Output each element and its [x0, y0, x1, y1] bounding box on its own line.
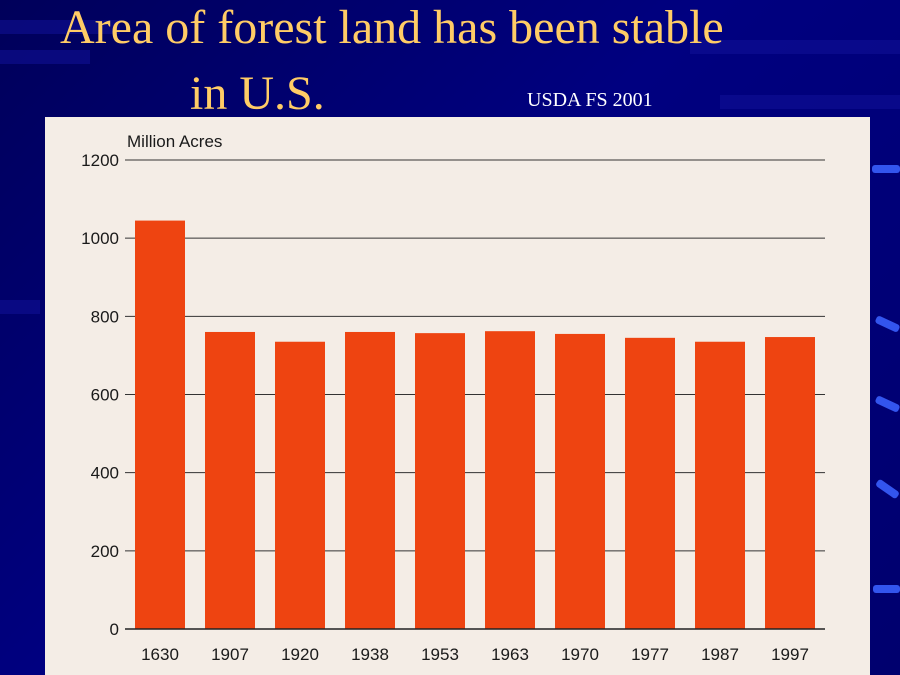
- x-category-label: 1907: [211, 645, 249, 664]
- y-tick-label: 200: [91, 542, 119, 561]
- decorative-mark: [874, 395, 900, 413]
- slide-title-line-2: in U.S.: [190, 67, 325, 120]
- x-category-label: 1970: [561, 645, 599, 664]
- bar-1920: [275, 341, 325, 629]
- background-stripe: [0, 20, 120, 34]
- chart-panel: 0 200 400 600 800 1000 1200 Million Acres 1630 19…: [45, 117, 870, 675]
- decorative-mark: [874, 478, 900, 500]
- bar-1987: [695, 341, 745, 629]
- bar-1938: [345, 331, 395, 629]
- x-category-label: 1953: [421, 645, 459, 664]
- x-category-label: 1630: [141, 645, 179, 664]
- y-tick-label: 1200: [81, 151, 119, 170]
- bar-1907: [205, 331, 255, 629]
- bar-1630: [135, 220, 185, 629]
- x-category-label: 1938: [351, 645, 389, 664]
- y-tick-label: 600: [91, 386, 119, 405]
- background-stripe: [0, 300, 40, 314]
- x-category-label: 1920: [281, 645, 319, 664]
- decorative-mark: [873, 585, 900, 593]
- source-citation: USDA FS 2001: [527, 89, 653, 111]
- decorative-mark: [872, 165, 900, 173]
- background-stripe: [720, 95, 900, 109]
- bar-1997: [765, 337, 815, 629]
- x-category-label: 1997: [771, 645, 809, 664]
- background-stripe: [0, 50, 90, 64]
- x-category-label: 1977: [631, 645, 669, 664]
- bar-1977: [625, 337, 675, 629]
- x-category-label: 1963: [491, 645, 529, 664]
- bar-1953: [415, 333, 465, 629]
- y-tick-label: 1000: [81, 229, 119, 248]
- y-tick-label: 0: [110, 620, 119, 639]
- bar-1963: [485, 331, 535, 629]
- background-stripe: [690, 40, 900, 54]
- bar-chart: 0 200 400 600 800 1000 1200 Million Acres 1630 19…: [81, 132, 825, 664]
- y-tick-label: 400: [91, 464, 119, 483]
- decorative-mark: [874, 315, 900, 333]
- slide-title-line-1: Area of forest land has been stable: [60, 1, 724, 54]
- x-category-label: 1987: [701, 645, 739, 664]
- y-tick-label: 800: [91, 307, 119, 326]
- y-axis-label: Million Acres: [127, 132, 222, 151]
- bar-1970: [555, 333, 605, 629]
